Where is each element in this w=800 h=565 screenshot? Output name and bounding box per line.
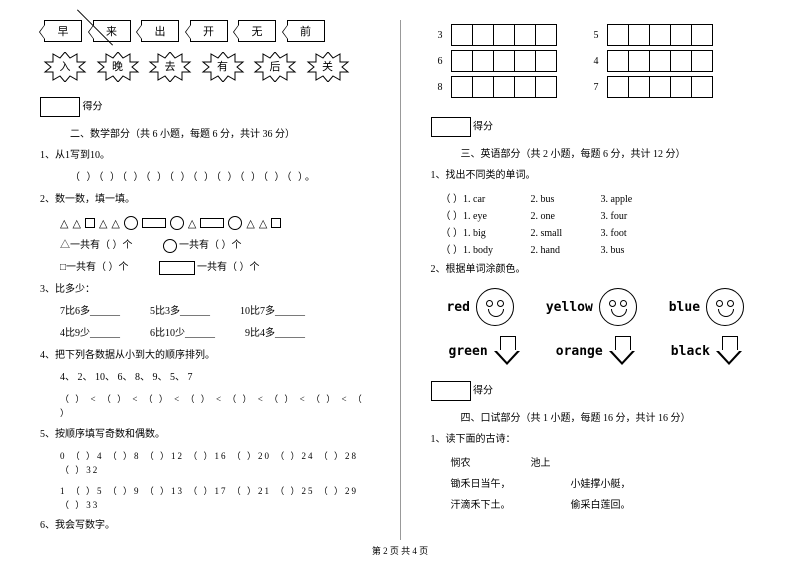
q2-line1: △一共有（ ）个 一共有（ ）个 [60,238,370,254]
burst-item: 入 [43,52,87,82]
score-box [431,381,471,401]
score-row: 得分 [431,381,761,401]
left-column: 早 来 出 开 无 前 入 晚 去 有 后 关 得分 二、数学部分（共 6 小题… [40,20,370,540]
right-column: 3 6 8 5 4 7 得分 三、英语部分（共 2 小题，每题 6 分，共计 1… [431,20,761,540]
poem-line2: 汗滴禾下土。偷采白莲回。 [451,496,761,511]
color-item: yellow [546,288,637,326]
q3-row1: 7比6多______ 5比3多______ 10比7多______ [60,304,370,320]
score-label: 得分 [473,121,493,132]
q2-line2: □一共有（ ）个 一共有（ ）个 [60,260,370,276]
triangle-icon: △ [72,217,80,230]
grid-row: 6 [431,50,557,72]
grid-row: 7 [587,76,713,98]
column-divider [400,20,401,540]
grid-row: 5 [587,24,713,46]
eng-q2: 2、根据单词涂颜色。 [431,262,761,278]
flag-item: 出 [141,20,179,42]
section3-title: 三、英语部分（共 2 小题，每题 6 分，共计 12 分） [461,145,761,160]
q4-nums: 4、 2、 10、 6、 8、 9、 5、 7 [60,370,370,386]
bursts-row: 入 晚 去 有 后 关 [40,52,370,82]
square-icon [271,218,281,228]
score-box [431,117,471,137]
q5-line1: 0 （ ）4 （ ）8 （ ）12 （ ）16 （ ）20 （ ）24 （ ）2… [60,449,370,478]
burst-item: 后 [253,52,297,82]
score-label: 得分 [83,101,103,112]
q3-row2: 4比9少______ 6比10少______ 9比4多______ [60,326,370,342]
triangle-icon: △ [188,217,196,230]
flag-item: 前 [287,20,325,42]
burst-item: 关 [306,52,350,82]
arrow-down-icon [716,336,742,366]
triangle-icon: △ [246,217,254,230]
score-row: 得分 [40,97,370,117]
poem-titles: 悯农池上 [451,454,761,469]
section4-title: 四、口试部分（共 1 小题，每题 16 分，共计 16 分） [461,409,761,424]
q1-blanks: （ ）（ ）（ ）（ ）（ ）（ ）（ ）（ ）（ ）（ ）。 [70,170,370,186]
shapes-row: △ △ △ △ △ △ △ [60,216,370,230]
color-item: blue [669,288,744,326]
smiley-icon [706,288,744,326]
colors-row2: green orange black [431,336,761,366]
arrow-down-icon [494,336,520,366]
grid-row: 4 [587,50,713,72]
grid-row: 3 [431,24,557,46]
circle-icon [228,216,242,230]
q5-line2: 1 （ ）5 （ ）9 （ ）13 （ ）17 （ ）21 （ ）25 （ ）2… [60,484,370,513]
q6: 6、我会写数字。 [40,518,370,534]
color-item: red [446,288,513,326]
colors-row1: red yellow blue [431,288,761,326]
grid-row: 8 [431,76,557,98]
score-label: 得分 [473,385,493,396]
eng-row: （ ）1. big2. small3. foot [441,224,761,239]
flag-item: 早 [44,20,82,42]
flag-item: 无 [238,20,276,42]
burst-item: 晚 [96,52,140,82]
triangle-icon: △ [111,217,119,230]
color-item: green [449,336,520,366]
burst-item: 去 [148,52,192,82]
rect-icon [200,218,224,228]
smiley-icon [476,288,514,326]
color-item: orange [556,336,635,366]
page-footer: 第 2 页 共 4 页 [0,544,800,557]
smiley-icon [599,288,637,326]
color-item: black [671,336,742,366]
q5: 5、按顺序填写奇数和偶数。 [40,427,370,443]
square-icon [85,218,95,228]
circle-icon [170,216,184,230]
triangle-icon: △ [259,217,267,230]
flag-item: 开 [190,20,228,42]
circle-icon [163,239,177,253]
burst-item: 有 [201,52,245,82]
grids: 3 6 8 5 4 7 [431,20,761,102]
q1: 1、从1写到10。 [40,148,370,164]
rect-icon [142,218,166,228]
q4-blanks: （ ） < （ ） < （ ） < （ ） < （ ） < （ ） < （ ） … [60,392,370,421]
q4: 4、把下列各数据从小到大的顺序排列。 [40,348,370,364]
q3: 3、比多少： [40,282,370,298]
triangle-icon: △ [60,217,68,230]
triangle-icon: △ [99,217,107,230]
eng-q1: 1、找出不同类的单词。 [431,168,761,184]
section2-title: 二、数学部分（共 6 小题，每题 6 分，共计 36 分） [70,125,370,140]
eng-row: （ ）1. eye2. one3. four [441,207,761,222]
rect-icon [159,261,195,275]
eng-row: （ ）1. body2. hand3. bus [441,241,761,256]
eng-row: （ ）1. car2. bus3. apple [441,190,761,205]
score-box [40,97,80,117]
q2: 2、数一数，填一填。 [40,192,370,208]
poem-line1: 锄禾日当午，小娃撑小艇， [451,475,761,490]
score-row: 得分 [431,117,761,137]
arrow-down-icon [609,336,635,366]
oral-q1: 1、读下面的古诗： [431,432,761,448]
circle-icon [124,216,138,230]
